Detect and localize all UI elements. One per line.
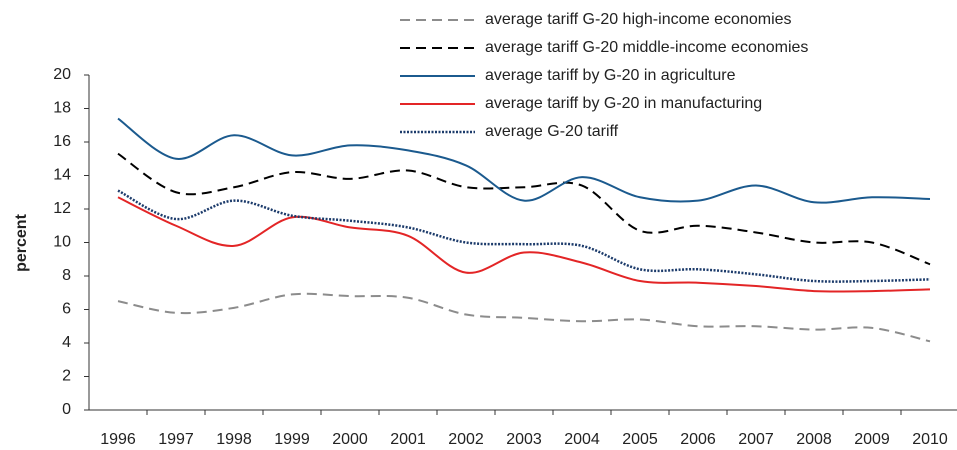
y-tick-label: 14 [53, 167, 71, 184]
x-tick-label: 1998 [216, 431, 252, 448]
x-tick-label: 1997 [158, 431, 194, 448]
y-tick-label: 16 [53, 133, 71, 150]
legend-label: average tariff G-20 high-income economie… [485, 11, 792, 28]
legend-label: average tariff by G-20 in agriculture [485, 67, 736, 84]
y-tick-label: 10 [53, 234, 71, 251]
y-tick-label: 12 [53, 200, 71, 217]
y-tick-label: 18 [53, 100, 71, 117]
series-line [117, 189, 931, 283]
x-tick-label: 2009 [854, 431, 890, 448]
x-tick-label: 2008 [796, 431, 832, 448]
y-tick-label: 20 [53, 66, 71, 83]
y-tick-label: 4 [62, 334, 71, 351]
series-line [117, 196, 931, 293]
x-tick-label: 2001 [390, 431, 426, 448]
legend-label: average tariff by G-20 in manufacturing [485, 95, 762, 112]
x-tick-label: 2005 [622, 431, 658, 448]
series-line [117, 152, 931, 266]
y-tick-label: 2 [62, 368, 71, 385]
series-line [117, 117, 931, 204]
legend-label: average G-20 tariff [485, 123, 619, 140]
x-tick-label: 1999 [274, 431, 310, 448]
x-tick-label: 2004 [564, 431, 600, 448]
x-tick-label: 2003 [506, 431, 542, 448]
x-tick-label: 2007 [738, 431, 774, 448]
y-tick-label: 8 [62, 267, 71, 284]
y-tick-label: 6 [62, 301, 71, 318]
y-tick-label: 0 [62, 401, 71, 418]
series-line [117, 292, 931, 343]
x-tick-label: 2000 [332, 431, 368, 448]
x-tick-label: 2006 [680, 431, 716, 448]
x-tick-label: 2010 [912, 431, 948, 448]
x-tick-label: 2002 [448, 431, 484, 448]
x-tick-label: 1996 [100, 431, 136, 448]
y-axis-label: percent [13, 213, 30, 271]
legend-label: average tariff G-20 middle-income econom… [485, 39, 808, 56]
